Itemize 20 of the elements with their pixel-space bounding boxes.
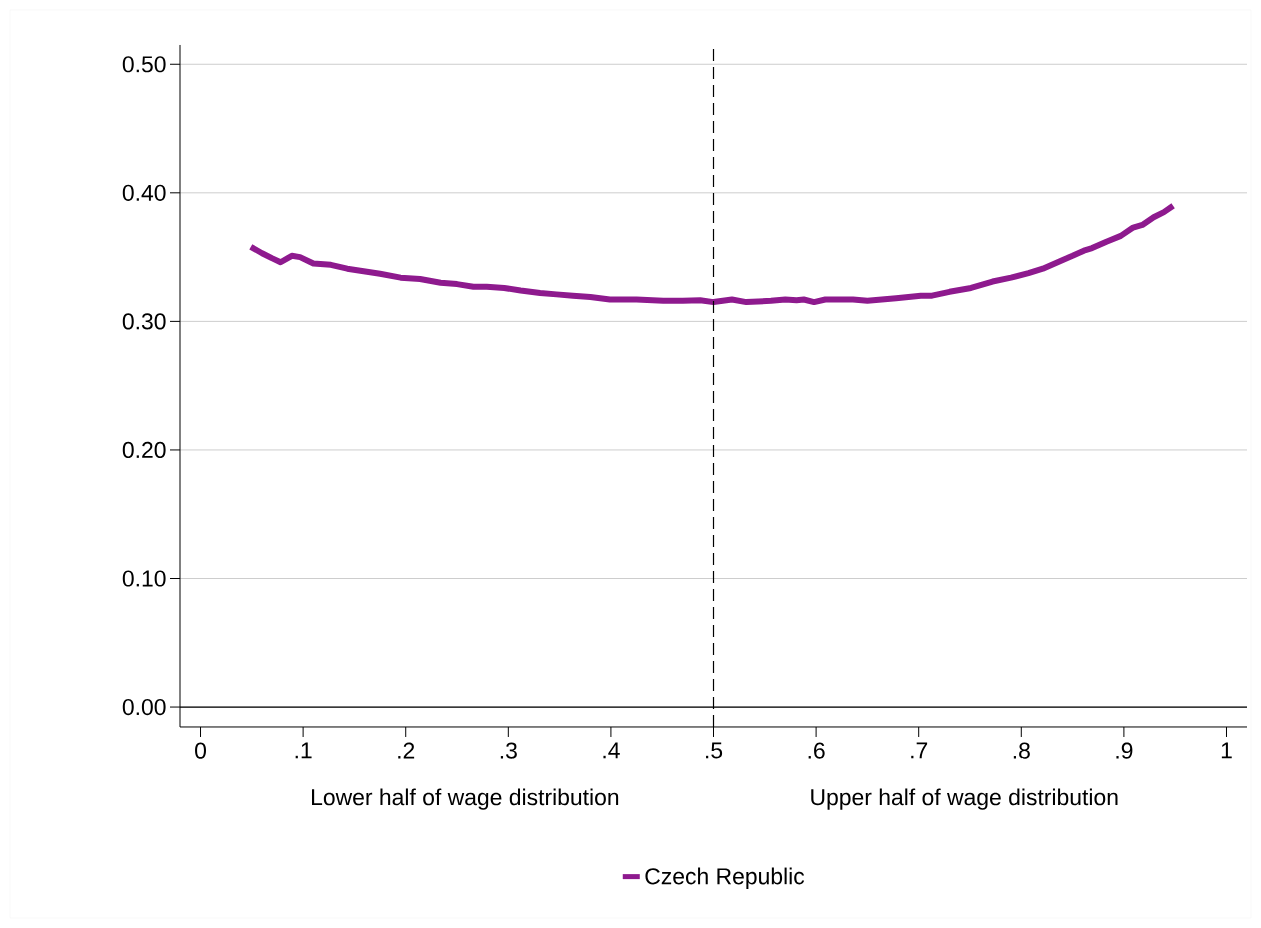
x-tick-label: .4 <box>603 742 620 759</box>
y-tick-label: 0.40 <box>122 184 166 201</box>
x-tick-label: .3 <box>500 742 517 759</box>
x-tick-label: .6 <box>808 742 825 759</box>
y-tick-label: 0.30 <box>122 313 166 330</box>
x-tick-label: .7 <box>911 742 928 759</box>
x-tick-label: .1 <box>295 742 312 759</box>
x-tick-label: .9 <box>1116 742 1133 759</box>
y-tick-label: 0.10 <box>122 570 166 587</box>
text: Lower half of wage distribution <box>312 788 619 810</box>
y-tick-label: 0.20 <box>122 441 166 459</box>
x-tick-label: .8 <box>1013 742 1030 759</box>
text: Upper half of wage distribution <box>811 788 1118 810</box>
x-tick-label: 0 <box>195 742 207 759</box>
x-tick-label: .5 <box>706 742 723 759</box>
x-tick-label: .2 <box>398 742 415 759</box>
y-tick-label: 0.50 <box>122 56 166 73</box>
y-tick-label: 0.00 <box>122 698 166 716</box>
legend-label: Czech Republic <box>645 867 805 889</box>
x-tick-label: 1 <box>1221 742 1232 759</box>
